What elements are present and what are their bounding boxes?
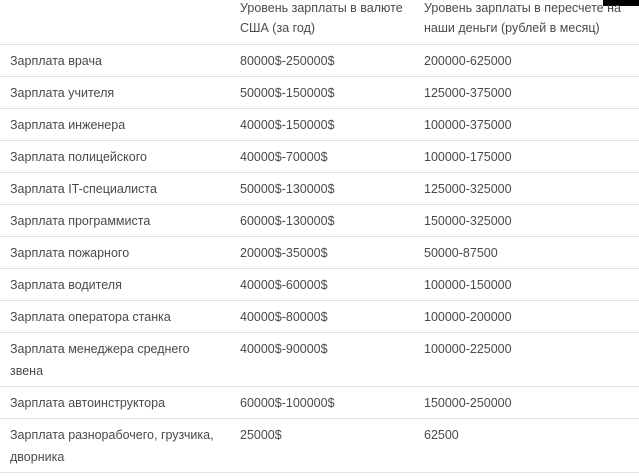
header-cell-usd: Уровень зарплаты в валюте США (за год) [230,0,414,45]
rub-cell: 100000-175000 [414,140,639,173]
profession-cell: Зарплата учителя [0,76,230,109]
profession-cell: Зарплата программиста [0,204,230,237]
table-row: Зарплата разнорабочего, грузчика, дворни… [0,418,639,473]
rub-cell: 100000-375000 [414,108,639,141]
usd-cell: 60000$-130000$ [230,204,414,237]
table-row: Зарплата пожарного 20000$-35000$ 50000-875… [0,236,639,269]
usd-cell: 40000$-90000$ [230,332,414,387]
table-row: Зарплата полицейского 40000$-70000$ 100000… [0,140,639,173]
table-header-row: Уровень зарплаты в валюте США (за год) У… [0,0,639,45]
usd-cell: 25000$ [230,418,414,473]
rub-cell: 62500 [414,418,639,473]
usd-cell: 40000$-60000$ [230,268,414,301]
rub-cell: 100000-150000 [414,268,639,301]
table-row: Зарплата врача 80000$-250000$ 200000-62500… [0,44,639,77]
profession-cell: Зарплата менеджера среднего звена [0,332,230,387]
table-row: Зарплата оператора станка 40000$-80000$ 10… [0,300,639,333]
profession-cell: Зарплата инженера [0,108,230,141]
usd-cell: 50000$-150000$ [230,76,414,109]
profession-cell: Зарплата IT-специалиста [0,172,230,205]
usd-cell: 80000$-250000$ [230,44,414,77]
usd-cell: 20000$-35000$ [230,236,414,269]
profession-cell: Зарплата водителя [0,268,230,301]
rub-cell: 150000-325000 [414,204,639,237]
rub-cell: 150000-250000 [414,386,639,419]
table-row: Зарплата IT-специалиста 50000$-130000$ 125… [0,172,639,205]
profession-cell: Зарплата пожарного [0,236,230,269]
rub-cell: 125000-325000 [414,172,639,205]
usd-cell: 40000$-150000$ [230,108,414,141]
rub-cell: 100000-225000 [414,332,639,387]
usd-cell: 40000$-70000$ [230,140,414,173]
table-row: Зарплата учителя 50000$-150000$ 125000-375… [0,76,639,109]
profession-cell: Зарплата врача [0,44,230,77]
table-row: Зарплата инженера 40000$-150000$ 100000-37… [0,108,639,141]
usd-cell: 60000$-100000$ [230,386,414,419]
usd-cell: 40000$-80000$ [230,300,414,333]
profession-cell: Зарплата полицейского [0,140,230,173]
table-row: Зарплата программиста 60000$-130000$ 15000… [0,204,639,237]
profession-cell: Зарплата оператора станка [0,300,230,333]
profession-cell: Зарплата разнорабочего, грузчика, дворни… [0,418,230,473]
header-cell-profession [0,0,230,45]
usd-cell: 50000$-130000$ [230,172,414,205]
rub-cell: 50000-87500 [414,236,639,269]
rub-cell: 125000-375000 [414,76,639,109]
rub-cell: 200000-625000 [414,44,639,77]
table-row: Зарплата водителя 40000$-60000$ 100000-150… [0,268,639,301]
profession-cell: Зарплата автоинструктора [0,386,230,419]
table-row: Зарплата менеджера среднего звена 40000$-… [0,332,639,387]
header-cell-rub: Уровень зарплаты в пересчете на наши ден… [414,0,639,45]
table-row: Зарплата автоинструктора 60000$-100000$ 15… [0,386,639,419]
rub-cell: 100000-200000 [414,300,639,333]
